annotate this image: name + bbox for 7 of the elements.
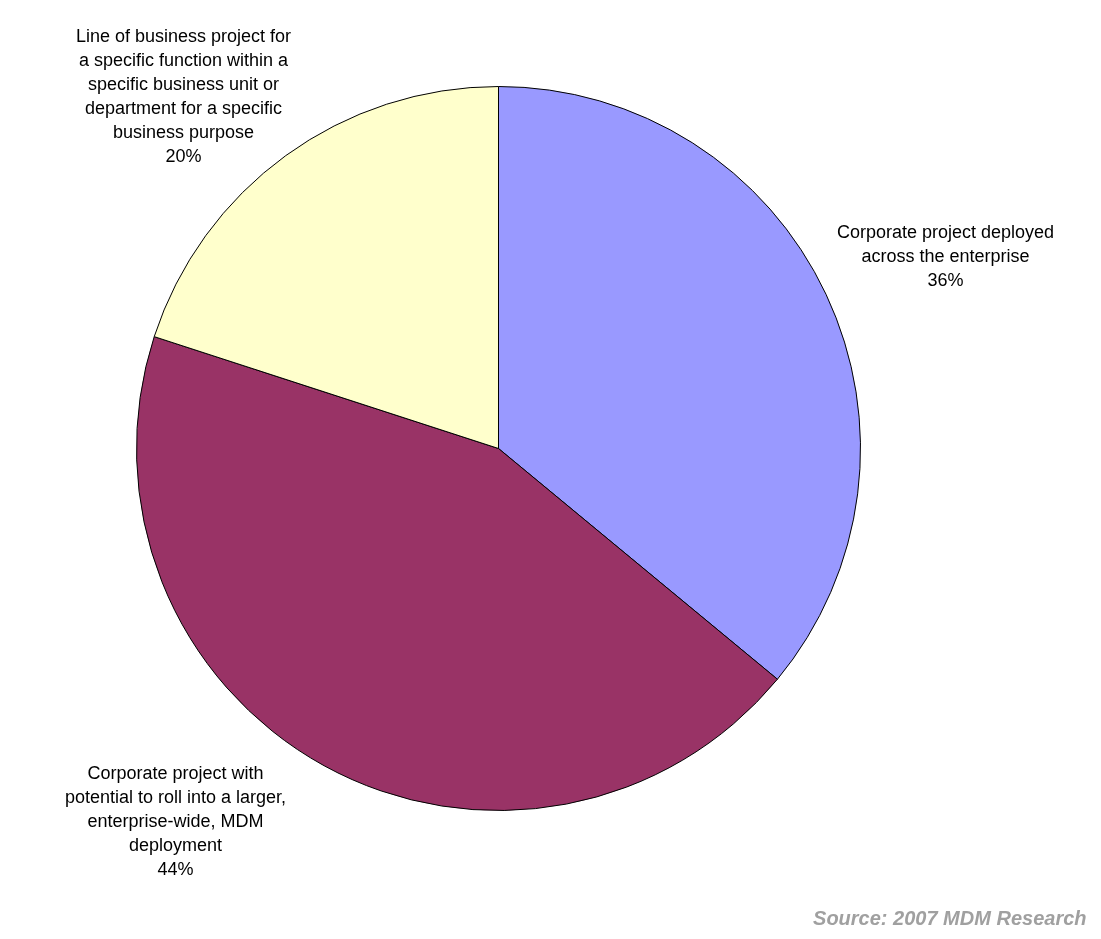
data-label: 20% (165, 145, 202, 166)
slice-label: Line of business project for a specific function within a specific business unit or department for a specific business purpose (75, 25, 292, 142)
slice-label: Corporate project with potential to roll into a larger, enterprise-wide, MDM deployment (64, 762, 287, 855)
slice-label: Corporate project deployed across the enterprise (836, 221, 1055, 266)
source-note: Source: 2007 MDM Research (813, 906, 1087, 929)
data-label: 44% (157, 858, 194, 879)
data-label: 36% (927, 269, 964, 290)
